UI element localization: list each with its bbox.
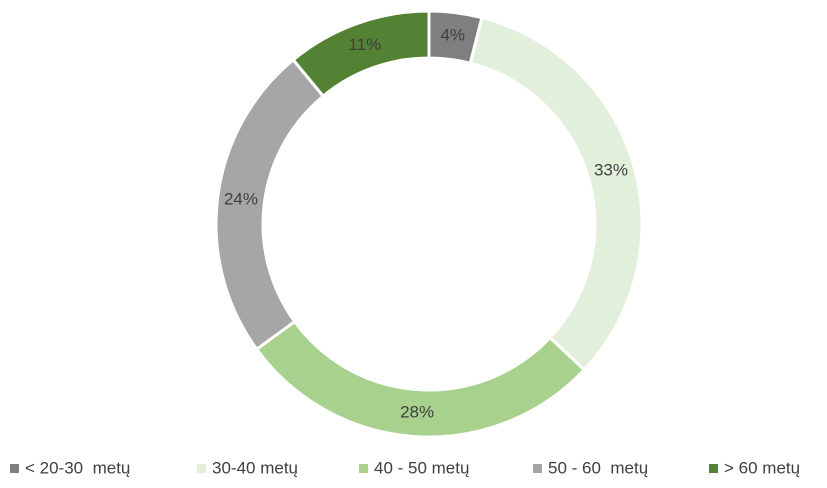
legend-label: 30-40 metų bbox=[212, 458, 298, 477]
data-label: 33% bbox=[594, 161, 628, 180]
data-label: 11% bbox=[348, 35, 381, 54]
legend-marker bbox=[197, 464, 206, 473]
legend-marker bbox=[10, 464, 19, 473]
legend-label: < 20-30 metų bbox=[25, 458, 130, 477]
legend-label: > 60 metų bbox=[724, 458, 800, 477]
legend-label: 50 - 60 metų bbox=[548, 458, 648, 477]
data-label: 28% bbox=[400, 403, 434, 422]
donut-segment bbox=[291, 9, 431, 99]
donut-segment bbox=[468, 15, 644, 372]
legend-marker bbox=[533, 464, 542, 473]
legend-marker bbox=[709, 464, 718, 473]
data-label: 4% bbox=[440, 25, 465, 44]
legend-label: 40 - 50 metų bbox=[374, 458, 469, 477]
data-label: 24% bbox=[224, 190, 258, 209]
legend-marker bbox=[359, 464, 368, 473]
